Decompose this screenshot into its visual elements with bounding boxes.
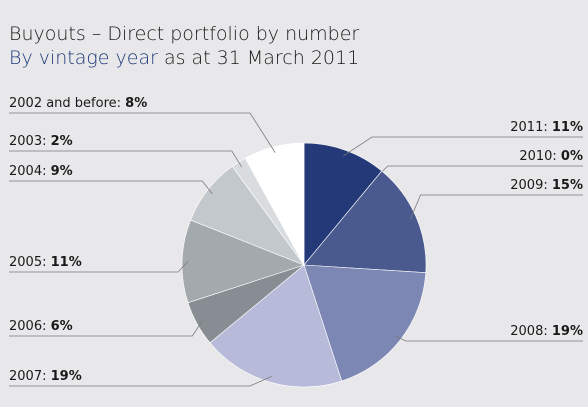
pie-slice-2005: [181, 219, 305, 304]
leader-line-2002-and-before: [9, 112, 276, 153]
slice-label-2011: 2011: 11%: [510, 120, 583, 135]
chart-header: Buyouts – Direct portfolio by number By …: [9, 22, 359, 70]
leader-line-2005: [9, 261, 189, 273]
slice-label-name: 2004:: [9, 164, 51, 179]
slice-label-value: 19%: [552, 324, 583, 339]
slice-label-name: 2006:: [9, 319, 51, 334]
slice-label-2008: 2008: 19%: [510, 324, 583, 339]
subtitle-accent: By vintage year: [9, 47, 158, 69]
slice-label-name: 2009:: [510, 178, 552, 193]
slice-label-2002-and-before: 2002 and before: 8%: [9, 96, 147, 111]
slice-label-name: 2005:: [9, 255, 51, 270]
slice-label-2003: 2003: 2%: [9, 134, 73, 149]
pie-slice-2008: [303, 264, 427, 382]
slice-label-name: 2003:: [9, 134, 51, 149]
leader-line-2010: [377, 165, 583, 176]
slice-label-value: 2%: [51, 134, 73, 149]
leader-line-2008: [395, 335, 583, 342]
slice-label-value: 6%: [51, 319, 73, 334]
slice-label-value: 9%: [51, 164, 73, 179]
chart-subtitle: By vintage year as at 31 March 2011: [9, 46, 359, 70]
leader-line-2007: [9, 376, 272, 387]
slice-label-value: 15%: [552, 178, 583, 193]
slice-label-name: 2007:: [9, 369, 51, 384]
subtitle-date: as at 31 March 2011: [157, 47, 360, 69]
slice-label-2009: 2009: 15%: [510, 178, 583, 193]
slice-label-name: 2010:: [519, 149, 561, 164]
pie-slice-2007: [209, 264, 343, 388]
slice-label-name: 2011:: [510, 120, 552, 135]
slice-label-value: 11%: [552, 120, 583, 135]
slice-label-value: 0%: [561, 149, 583, 164]
slice-label-2005: 2005: 11%: [9, 255, 82, 270]
pie-slice-2009: [303, 170, 427, 273]
slice-label-name: 2002 and before:: [9, 96, 125, 111]
leader-line-2011: [343, 136, 583, 157]
slice-label-2004: 2004: 9%: [9, 164, 73, 179]
leader-line-2006: [9, 320, 203, 337]
leader-line-2004: [9, 180, 213, 195]
slice-label-2006: 2006: 6%: [9, 319, 73, 334]
slice-label-value: 8%: [125, 96, 147, 111]
slice-label-value: 19%: [51, 369, 82, 384]
slice-label-value: 11%: [51, 255, 82, 270]
pie-slice-2002-and-before: [244, 142, 305, 266]
slice-label-name: 2008:: [510, 324, 552, 339]
pie-slice-2011: [303, 142, 383, 266]
slice-label-2007: 2007: 19%: [9, 369, 82, 384]
leader-line-2009: [410, 194, 583, 220]
leader-line-2003: [9, 150, 243, 168]
slice-label-2010: 2010: 0%: [519, 149, 583, 164]
chart-title: Buyouts – Direct portfolio by number: [9, 23, 360, 45]
